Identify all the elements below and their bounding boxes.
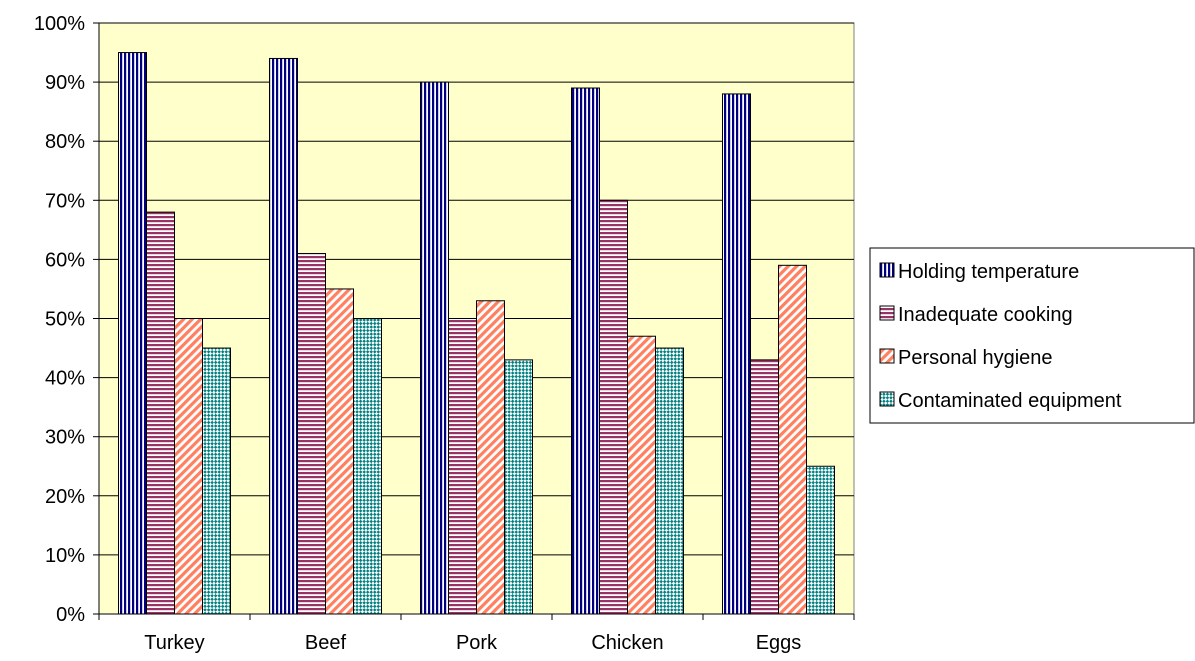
legend-swatch — [879, 305, 895, 321]
y-tick-label: 40% — [45, 368, 85, 390]
x-tick-label: Turkey — [144, 632, 204, 654]
legend-label: Inadequate cooking — [898, 304, 1073, 326]
bar-turkey-series-4 — [202, 347, 231, 615]
y-tick-label: 100% — [34, 13, 85, 35]
legend-swatch — [879, 262, 895, 278]
bar-pork-series-2 — [448, 318, 477, 615]
legend-label: Holding temperature — [898, 261, 1079, 283]
legend: Holding temperature Inadequate cooking Per… — [869, 247, 1195, 424]
y-tick-label: 0% — [56, 604, 85, 626]
bar-chicken-series-3 — [627, 335, 656, 615]
y-axis: 0% 10% 20% 30% 40% 50% 60% 70% 80% 90% 100% — [34, 13, 100, 626]
y-tick-label: 60% — [45, 249, 85, 271]
x-tick-label: Beef — [305, 632, 347, 654]
bar-chicken-series-1 — [571, 87, 600, 615]
y-tick-label: 50% — [45, 309, 85, 331]
bar-pork-series-1 — [420, 81, 449, 615]
bar-pork-series-4 — [504, 359, 533, 615]
x-tick-label: Pork — [456, 632, 498, 654]
bar-beef-series-1 — [269, 57, 298, 615]
y-tick-label: 80% — [45, 131, 85, 153]
bar-chicken-series-4 — [655, 347, 684, 615]
y-tick-label: 90% — [45, 72, 85, 94]
x-axis: Turkey Beef Pork Chicken Eggs — [98, 613, 855, 654]
bar-eggs-series-1 — [722, 93, 751, 615]
legend-box — [869, 247, 1195, 424]
x-tick-label: Chicken — [591, 632, 663, 654]
bar-beef-series-4 — [353, 318, 382, 615]
bar-beef-series-2 — [297, 252, 326, 615]
bar-eggs-series-4 — [806, 465, 835, 615]
legend-swatch — [879, 348, 895, 364]
y-tick-label: 10% — [45, 545, 85, 567]
bar-turkey-series-3 — [174, 318, 203, 615]
bar-eggs-series-2 — [750, 359, 779, 615]
bar-pork-series-3 — [476, 300, 505, 615]
legend-swatch — [879, 391, 895, 407]
y-tick-label: 30% — [45, 427, 85, 449]
bar-turkey-series-1 — [118, 52, 147, 615]
legend-label: Personal hygiene — [898, 347, 1053, 369]
bar-chicken-series-2 — [599, 199, 628, 615]
bar-turkey-series-2 — [146, 211, 175, 615]
legend-label: Contaminated equipment — [898, 390, 1122, 412]
bar-beef-series-3 — [325, 288, 354, 615]
x-tick-label: Eggs — [756, 632, 802, 654]
y-tick-label: 20% — [45, 486, 85, 508]
y-tick-label: 70% — [45, 190, 85, 212]
bar-eggs-series-3 — [778, 264, 807, 615]
